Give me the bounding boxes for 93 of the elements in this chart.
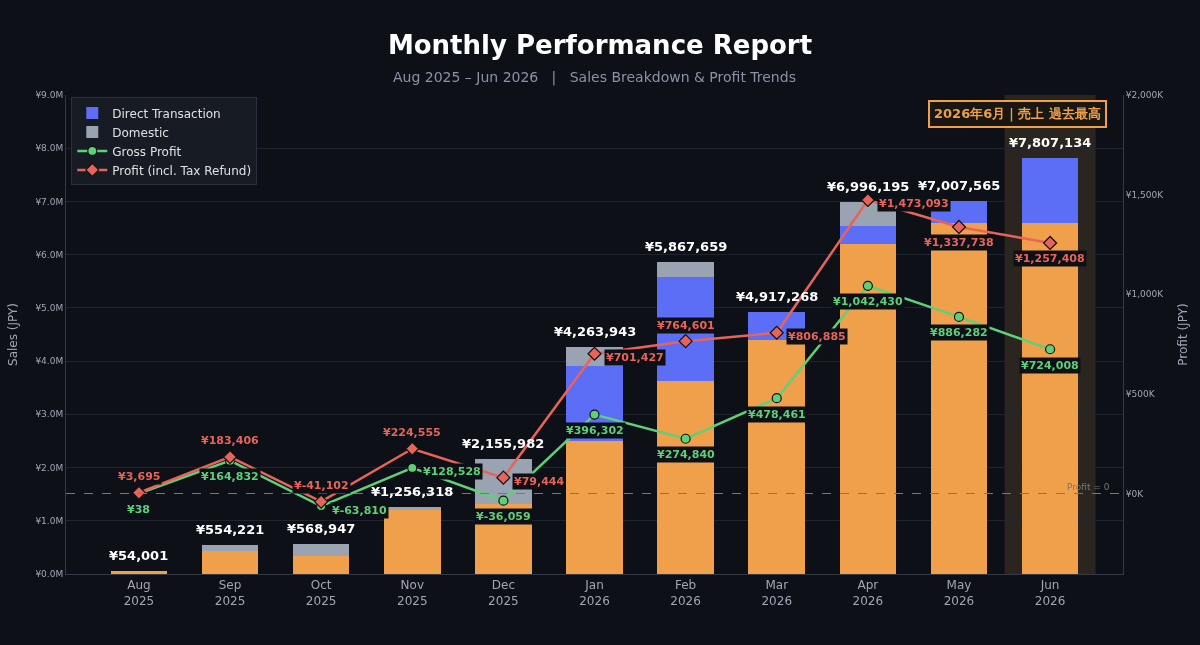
data-label: ¥886,282: [930, 326, 988, 339]
data-label: ¥396,302: [566, 424, 624, 437]
x-tick-label: Mar 2026: [761, 578, 793, 608]
data-label: ¥724,008: [1021, 359, 1079, 372]
total-label: ¥554,221: [196, 522, 265, 537]
data-label: ¥224,555: [383, 426, 441, 439]
data-label: ¥-63,810: [332, 504, 388, 517]
x-tick-label: Dec 2025: [488, 578, 519, 608]
data-label: ¥1,042,430: [833, 295, 903, 308]
data-label: ¥806,885: [788, 330, 846, 343]
legend-label: Gross Profit: [112, 144, 182, 159]
point: [860, 192, 875, 208]
legend-label: Direct Transaction: [112, 106, 221, 121]
point: [678, 334, 693, 349]
y-tick-label: ¥1.0M: [35, 515, 64, 526]
data-label: ¥478,461: [748, 408, 806, 421]
data-label: ¥128,528: [423, 465, 481, 478]
legend-label: Profit (incl. Tax Refund): [112, 163, 252, 178]
data-label: ¥183,406: [201, 434, 260, 447]
x-tick-label: Jan 2026: [579, 578, 610, 608]
y2-tick-label: ¥0K: [1125, 488, 1145, 499]
point: [314, 494, 329, 509]
x-tick-label: Feb 2026: [670, 578, 701, 608]
y-axis-title: Sales (JPY): [5, 303, 20, 366]
data-label: ¥38: [127, 503, 150, 516]
y-tick-label: ¥6.0M: [35, 249, 64, 260]
bar: [748, 340, 805, 574]
y-tick-label: ¥5.0M: [35, 303, 64, 314]
y2-tick-label: ¥500K: [1125, 389, 1156, 400]
legend-label: Domestic: [112, 125, 169, 140]
data-label: ¥274,840: [657, 448, 716, 461]
point: [222, 449, 238, 465]
chart-title: Monthly Performance Report: [387, 29, 813, 60]
point: [953, 311, 965, 323]
total-label: ¥1,256,318: [371, 484, 454, 499]
data-label: ¥1,337,738: [924, 236, 994, 249]
data-label: ¥764,601: [657, 319, 715, 332]
y-tick-label: ¥3.0M: [35, 409, 64, 420]
x-tick-label: Apr 2026: [852, 578, 884, 608]
x-tick-label: Jun 2026: [1034, 578, 1066, 608]
total-label: ¥7,807,134: [1009, 135, 1092, 150]
bar: [292, 555, 350, 574]
y-tick-label: ¥8.0M: [35, 143, 64, 154]
y-tick-label: ¥4.0M: [35, 356, 64, 367]
point: [498, 495, 509, 506]
point: [1043, 235, 1058, 251]
point: [951, 219, 967, 235]
x-tick-label: Aug 2025: [123, 578, 155, 608]
bar: [657, 261, 714, 278]
bar: [839, 226, 897, 245]
y2-tick-label: ¥1,000K: [1125, 289, 1165, 300]
y2-axis-title: Profit (JPY): [1176, 303, 1191, 366]
y2-tick-label: ¥1,500K: [1125, 189, 1165, 200]
bar: [384, 509, 441, 574]
point: [589, 409, 600, 420]
point: [407, 462, 418, 473]
x-tick-label: Oct 2025: [305, 578, 337, 608]
data-label: ¥164,832: [201, 470, 259, 483]
x-tick-label: May 2026: [943, 578, 975, 608]
chart-subtitle: Aug 2025 – Jun 2026 | Sales Breakdown & Profit Trends: [393, 69, 796, 86]
data-label: ¥701,427: [606, 351, 664, 364]
y-tick-label: ¥2.0M: [35, 462, 64, 473]
point: [1045, 344, 1056, 355]
y-tick-label: ¥0.0M: [35, 569, 64, 580]
point: [771, 393, 782, 404]
y-tick-label: ¥7.0M: [35, 196, 64, 207]
data-label: ¥1,473,093: [879, 197, 949, 210]
data-label: ¥-41,102: [294, 479, 349, 492]
data-label: ¥1,257,408: [1015, 252, 1085, 265]
bar: [292, 543, 350, 556]
total-label: ¥568,947: [287, 521, 356, 536]
bar: [657, 381, 714, 574]
bar: [201, 550, 259, 574]
data-label: ¥-36,059: [476, 510, 531, 523]
x-tick-label: Nov 2025: [396, 578, 428, 608]
bar: [201, 544, 259, 551]
total-label: ¥6,996,195: [827, 179, 910, 194]
point: [680, 433, 691, 444]
y-tick-label: ¥9.0M: [35, 90, 64, 101]
data-label: ¥79,444: [514, 475, 565, 488]
y2-tick-label: ¥2,000K: [1125, 90, 1165, 101]
bar: [566, 440, 623, 574]
data-label: ¥3,695: [118, 470, 161, 483]
bar: [110, 571, 168, 574]
total-label: ¥54,001: [109, 548, 169, 563]
point: [405, 441, 420, 456]
total-label: ¥4,263,943: [554, 324, 637, 339]
total-label: ¥7,007,565: [918, 178, 1001, 193]
x-tick-label: Sep 2025: [214, 578, 246, 608]
annotation: 2026年6月｜売上 過去最高: [934, 106, 1101, 122]
point: [862, 280, 873, 291]
bar: [1021, 158, 1079, 223]
total-label: ¥5,867,659: [645, 239, 728, 254]
